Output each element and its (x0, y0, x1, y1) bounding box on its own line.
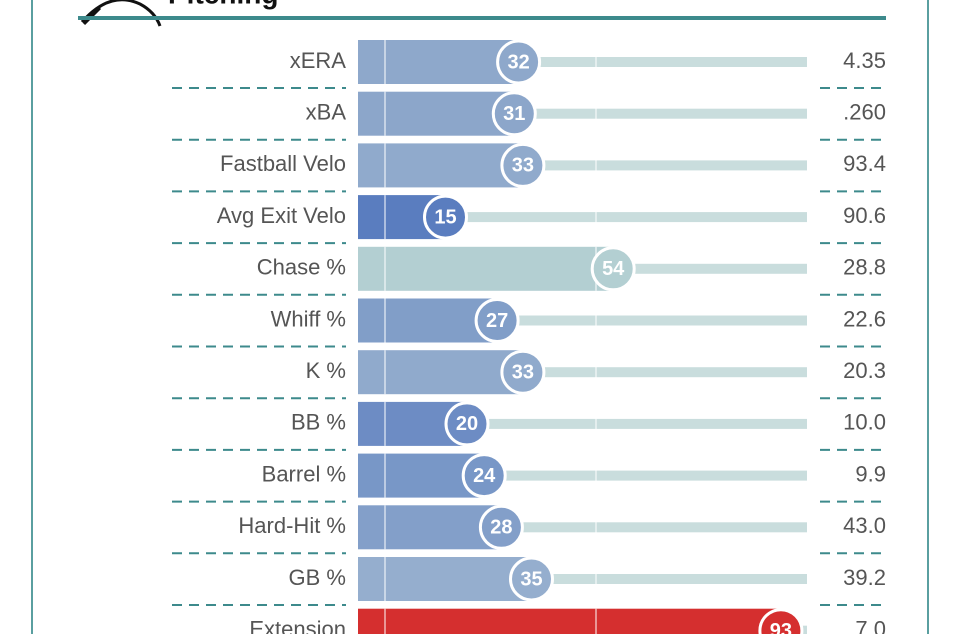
percentile-label: 35 (520, 568, 542, 590)
stat-value: 10.0 (843, 410, 886, 435)
percentile-dot (758, 608, 804, 634)
percentile-dot (478, 504, 524, 550)
metric-label: Extension (249, 617, 346, 634)
stat-value: 28.8 (843, 255, 886, 280)
percentile-dot (590, 246, 636, 292)
percentile-dot (500, 142, 546, 188)
metric-label: xERA (290, 48, 347, 73)
percentile-label: 54 (602, 258, 625, 280)
metric-label: Barrel % (262, 461, 346, 486)
percentile-label: 31 (503, 103, 525, 125)
track (467, 418, 807, 429)
stat-value: 22.6 (843, 306, 886, 331)
percentile-dot (474, 298, 520, 343)
icon (80, 0, 162, 27)
bar (358, 91, 515, 136)
track (497, 315, 807, 326)
track (518, 57, 807, 67)
percentile-label: 32 (507, 51, 529, 73)
track (531, 574, 807, 584)
track (522, 160, 807, 171)
metric-label: Hard-Hit % (238, 513, 346, 538)
stat-value: 9.9 (855, 461, 886, 486)
track (522, 367, 807, 378)
percentile-dot (500, 349, 546, 395)
stat-value: 4.35 (843, 48, 886, 73)
stat-value: 43.0 (843, 513, 886, 538)
stat-value: .260 (843, 100, 886, 125)
track (613, 263, 807, 274)
metric-label: Whiff % (271, 306, 346, 331)
percentile-label: 27 (486, 310, 508, 332)
stat-value: 90.6 (843, 203, 886, 228)
metric-label: xBA (306, 100, 347, 125)
percentile-label: 24 (473, 465, 496, 487)
bar (358, 505, 502, 550)
metric-label: GB % (289, 565, 346, 590)
stat-value: 93.4 (843, 151, 886, 176)
bar (358, 298, 498, 343)
percentile-label: 93 (770, 620, 792, 634)
bar (358, 608, 781, 634)
percentile-dot (423, 194, 468, 240)
stat-value: 7.0 (855, 617, 886, 634)
bar (358, 350, 523, 395)
bar (358, 246, 614, 291)
percentile-dot (491, 91, 537, 137)
percentile-label: 20 (456, 413, 478, 435)
track (445, 212, 807, 223)
bar (358, 143, 523, 188)
bar (358, 557, 532, 601)
bar (358, 40, 519, 84)
chart-title: Pitching (168, 0, 278, 9)
metric-label: Fastball Velo (220, 151, 346, 176)
track (484, 470, 807, 481)
percentile-label: 28 (490, 517, 512, 539)
percentile-dot (444, 401, 490, 447)
metric-label: Chase % (257, 255, 346, 280)
percentile-label: 33 (512, 361, 534, 383)
stat-value: 39.2 (843, 565, 886, 590)
percentile-dot (461, 453, 507, 499)
percentile-dot (496, 39, 542, 85)
track (501, 522, 807, 533)
metric-label: Avg Exit Velo (217, 203, 346, 228)
percentile-label: 33 (512, 155, 534, 177)
track (514, 108, 807, 119)
metric-label: K % (306, 358, 346, 383)
percentile-label: 15 (434, 206, 456, 228)
stat-value: 20.3 (843, 358, 886, 383)
metric-label: BB % (291, 410, 346, 435)
percentile-dot (509, 556, 554, 602)
